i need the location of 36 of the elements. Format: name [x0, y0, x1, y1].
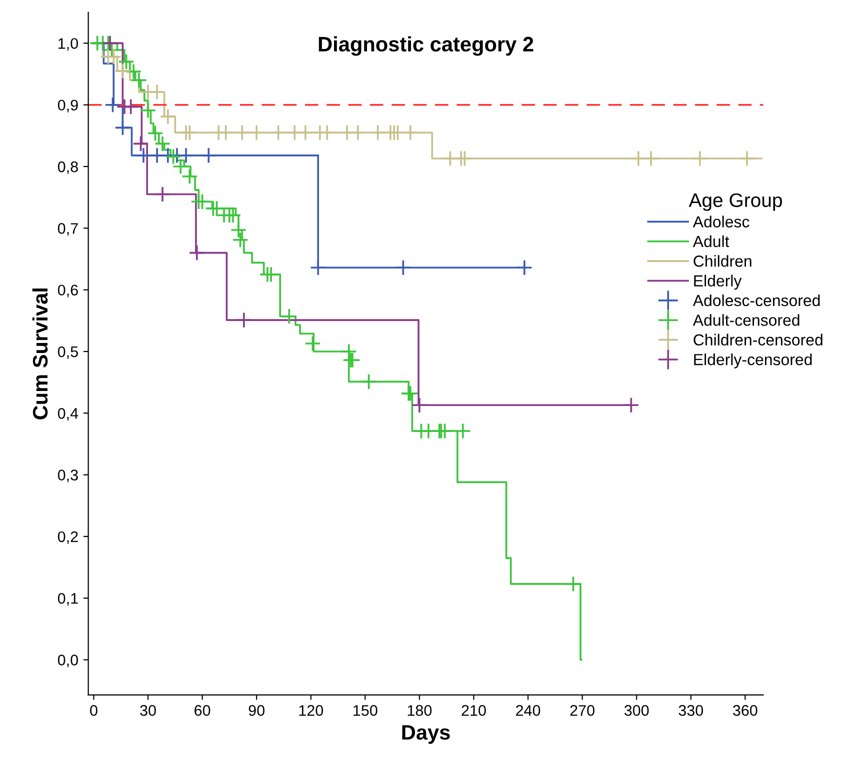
x-tick-label: 210: [462, 705, 486, 716]
x-tick-label: 300: [624, 705, 649, 716]
x-tick-label: 30: [140, 705, 156, 716]
legend-label: Children: [694, 255, 752, 267]
y-tick-label: 0,6: [58, 284, 78, 298]
x-tick-label: 120: [299, 705, 324, 716]
x-tick-label: 360: [732, 705, 758, 716]
legend-label: Children-censored: [694, 334, 822, 346]
legend-label: Elderly: [694, 274, 742, 290]
legend-label: Elderly-censored: [694, 353, 812, 368]
y-tick-label: 0,3: [58, 470, 78, 482]
x-tick-label: 150: [354, 705, 378, 716]
y-tick-label: 0,0: [58, 654, 78, 668]
y-tick-label: 0,8: [58, 161, 78, 174]
legend-label: Adult-censored: [692, 314, 800, 326]
x-axis-title: Days: [402, 725, 450, 744]
x-tick-label: 240: [516, 705, 540, 716]
x-tick-label: 330: [678, 705, 704, 716]
y-tick-label: 0,7: [58, 223, 78, 236]
x-tick-label: 90: [248, 705, 264, 716]
y-tick-label: 0,4: [58, 408, 78, 421]
legend-label: Adolesc-censored: [692, 294, 820, 306]
y-tick-label: 1,0: [58, 38, 78, 51]
legend-label: Adult: [692, 235, 730, 248]
y-axis-title: Cum Survival: [32, 288, 48, 420]
y-tick-label: 0,1: [58, 592, 78, 606]
x-tick-label: 180: [408, 705, 432, 716]
y-tick-label: 0,5: [58, 346, 78, 359]
y-tick-label: 0,9: [58, 100, 78, 112]
text: Diagnostic category 2: [318, 36, 534, 56]
x-tick-label: 60: [194, 705, 210, 716]
legend-label: Adolesc: [692, 216, 750, 228]
legend-title: Age Group: [688, 193, 782, 211]
x-tick-label: 0: [90, 705, 98, 716]
y-tick-label: 0,2: [58, 531, 78, 544]
x-tick-label: 270: [570, 705, 594, 716]
